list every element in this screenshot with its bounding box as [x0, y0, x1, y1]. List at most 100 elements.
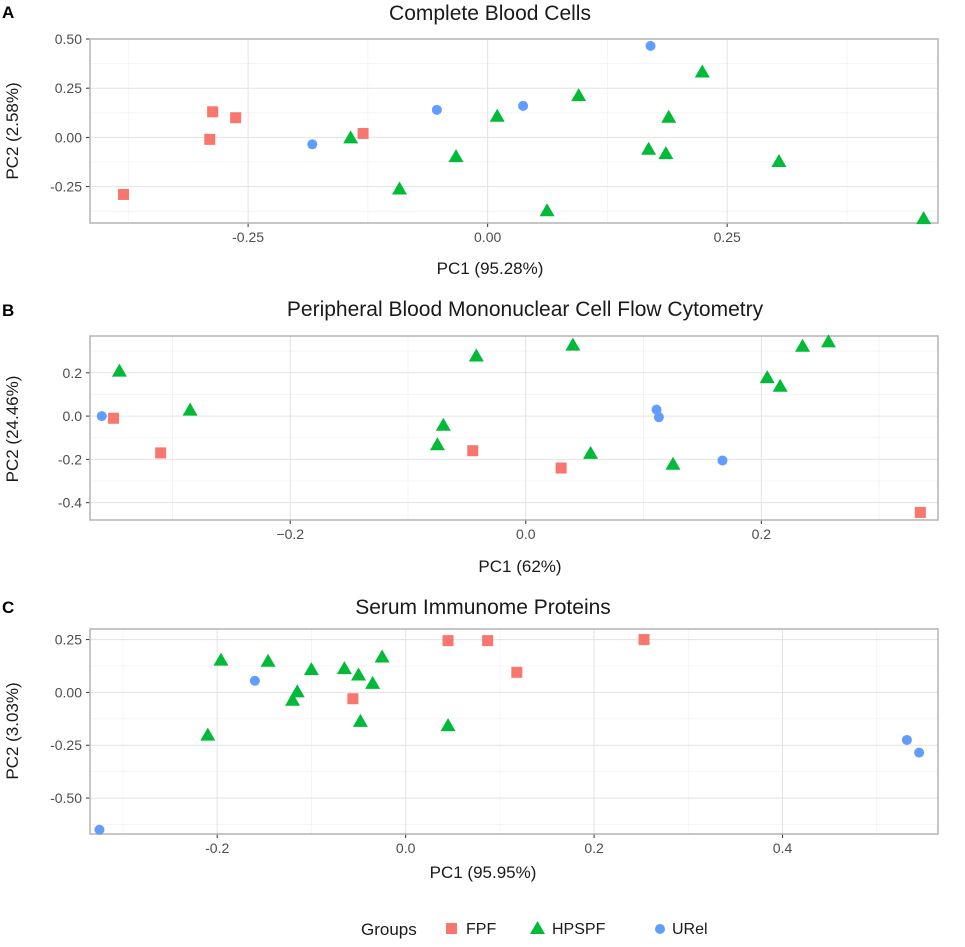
y-tick-label: 0.25	[55, 632, 82, 648]
plot-border	[89, 628, 939, 835]
plot-area-b: −0.2 0.0 0.2 -0.4 -0.2 0.0 0.2	[58, 334, 939, 542]
point-hpspf	[661, 109, 677, 123]
point-fpf	[442, 635, 454, 647]
x-tick-label: 0.4	[773, 840, 793, 856]
point-hpspf	[489, 108, 505, 122]
x-tick-label: 0.25	[714, 229, 741, 245]
x-tick-label: 0.00	[474, 229, 501, 245]
point-hpspf	[440, 718, 456, 732]
x-tick-label: 0.2	[752, 526, 772, 542]
xlabel-b: PC1 (62%)	[478, 557, 561, 576]
xlabel-c: PC1 (95.95%)	[430, 863, 537, 882]
point-fpf	[204, 133, 216, 145]
y-tick-label: 0.25	[55, 80, 82, 96]
point-urel	[249, 675, 260, 686]
point-hpspf	[641, 141, 657, 155]
point-hpspf	[336, 661, 352, 675]
ylabel-b: PC2 (24.46%)	[3, 376, 22, 483]
title-b: Peripheral Blood Mononuclear Cell Flow C…	[287, 298, 764, 321]
point-fpf	[555, 462, 567, 474]
panel-letter-b: B	[2, 301, 14, 320]
point-fpf	[467, 445, 479, 457]
point-hpspf	[448, 149, 464, 163]
y-tick-label: -0.2	[58, 451, 82, 467]
point-urel	[901, 734, 912, 745]
panel-a: A Complete Blood Cells -0.25 0.00 0.25-0.2…	[2, 2, 939, 278]
y-tick-label: 0.00	[55, 684, 82, 700]
y-tick-label: 0.0	[63, 408, 83, 424]
point-fpf	[108, 412, 120, 424]
legend-hpspf-label: HPSPF	[552, 921, 606, 938]
point-hpspf	[583, 445, 599, 459]
x-tick-label: -0.25	[232, 229, 264, 245]
y-tick-label: 0.50	[55, 31, 82, 47]
ylabel-c: PC2 (3.03%)	[3, 682, 22, 779]
point-hpspf	[351, 667, 367, 681]
y-tick-label: -0.50	[50, 790, 82, 806]
title-a: Complete Blood Cells	[389, 2, 591, 25]
point-hpspf	[343, 130, 359, 144]
x-tick-label: 0.0	[516, 526, 536, 542]
legend-urel-label: URel	[672, 921, 708, 938]
point-hpspf	[795, 338, 811, 352]
point-fpf	[482, 635, 494, 647]
point-fpf	[230, 112, 242, 124]
x-tick-label: 0.2	[584, 840, 604, 856]
point-fpf	[118, 188, 130, 200]
point-urel	[651, 404, 662, 415]
point-urel	[645, 40, 656, 51]
point-fpf	[511, 666, 523, 678]
point-hpspf	[658, 146, 674, 160]
point-hpspf	[303, 662, 319, 676]
point-hpspf	[916, 211, 932, 225]
xlabel-a: PC1 (95.28%)	[437, 259, 544, 278]
point-hpspf	[759, 370, 775, 384]
y-tick-label: 0.00	[55, 129, 82, 145]
plot-area-a: -0.25 0.00 0.25 -0.25 0.00 0.25 0.50	[50, 31, 939, 245]
point-hpspf	[200, 727, 216, 741]
point-hpspf	[285, 692, 301, 706]
point-fpf	[155, 447, 167, 459]
point-urel	[717, 455, 728, 466]
title-c: Serum Immunome Proteins	[355, 596, 611, 619]
point-hpspf	[391, 181, 407, 195]
legend: Groups FPF HPSPF URel	[361, 920, 708, 939]
point-fpf	[347, 693, 359, 705]
legend-title: Groups	[361, 920, 417, 939]
panel-letter-c: C	[2, 598, 14, 617]
point-hpspf	[772, 378, 788, 392]
point-hpspf	[365, 675, 381, 689]
point-urel	[518, 100, 529, 111]
point-hpspf	[111, 363, 127, 377]
x-tick-label: 0.0	[396, 840, 416, 856]
point-hpspf	[352, 713, 368, 727]
point-hpspf	[429, 437, 445, 451]
point-urel	[653, 412, 664, 423]
point-hpspf	[565, 337, 581, 351]
point-fpf	[207, 106, 219, 118]
point-hpspf	[468, 348, 484, 362]
point-fpf	[914, 506, 926, 518]
point-hpspf	[771, 154, 787, 168]
point-urel	[914, 747, 925, 758]
plot-area-c: -0.2 0.0 0.2 0.4 -0.50 -0.25 0.00 0.25	[50, 628, 939, 856]
ylabel-a: PC2 (2.58%)	[3, 82, 22, 179]
x-tick-label: −0.2	[276, 526, 304, 542]
y-tick-label: -0.25	[50, 737, 82, 753]
point-urel	[96, 411, 107, 422]
point-hpspf	[213, 652, 229, 666]
point-urel	[431, 104, 442, 115]
legend-urel-circle-icon	[655, 924, 665, 934]
y-tick-label: -0.25	[50, 179, 82, 195]
y-tick-label: 0.2	[63, 365, 83, 381]
point-hpspf	[374, 649, 390, 663]
point-hpspf	[289, 684, 305, 698]
point-hpspf	[182, 402, 198, 416]
point-urel	[307, 139, 318, 150]
panel-letter-a: A	[2, 3, 14, 22]
plot-border	[89, 38, 939, 224]
legend-fpf-label: FPF	[466, 921, 496, 938]
y-tick-label: -0.4	[58, 495, 82, 511]
plot-border	[89, 335, 939, 521]
